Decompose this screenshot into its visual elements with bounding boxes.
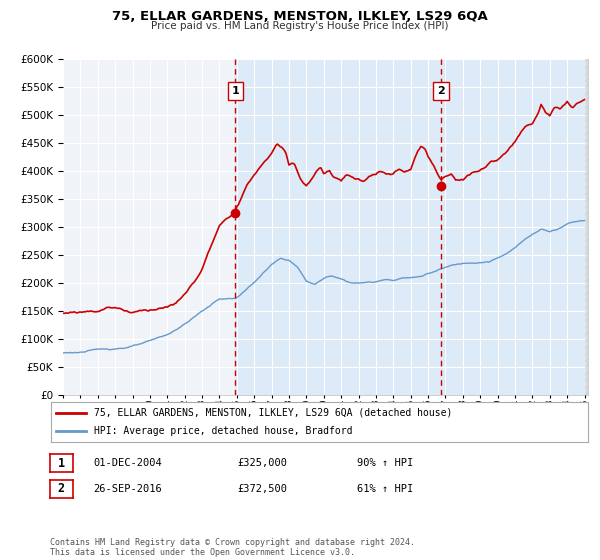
Text: £372,500: £372,500	[237, 484, 287, 494]
Text: Price paid vs. HM Land Registry's House Price Index (HPI): Price paid vs. HM Land Registry's House …	[151, 21, 449, 31]
Text: 75, ELLAR GARDENS, MENSTON, ILKLEY, LS29 6QA (detached house): 75, ELLAR GARDENS, MENSTON, ILKLEY, LS29…	[94, 408, 452, 418]
Text: HPI: Average price, detached house, Bradford: HPI: Average price, detached house, Brad…	[94, 426, 352, 436]
Text: 2: 2	[437, 86, 445, 96]
Text: 1: 1	[232, 86, 239, 96]
Text: 01-DEC-2004: 01-DEC-2004	[93, 458, 162, 468]
Text: 1: 1	[58, 456, 65, 470]
Text: 90% ↑ HPI: 90% ↑ HPI	[357, 458, 413, 468]
Text: £325,000: £325,000	[237, 458, 287, 468]
Text: 75, ELLAR GARDENS, MENSTON, ILKLEY, LS29 6QA: 75, ELLAR GARDENS, MENSTON, ILKLEY, LS29…	[112, 10, 488, 23]
Text: 26-SEP-2016: 26-SEP-2016	[93, 484, 162, 494]
Bar	[584, 59, 588, 395]
Text: 61% ↑ HPI: 61% ↑ HPI	[357, 484, 413, 494]
Bar	[235, 59, 588, 395]
Text: Contains HM Land Registry data © Crown copyright and database right 2024.
This d: Contains HM Land Registry data © Crown c…	[50, 538, 415, 557]
Text: 2: 2	[58, 482, 65, 496]
